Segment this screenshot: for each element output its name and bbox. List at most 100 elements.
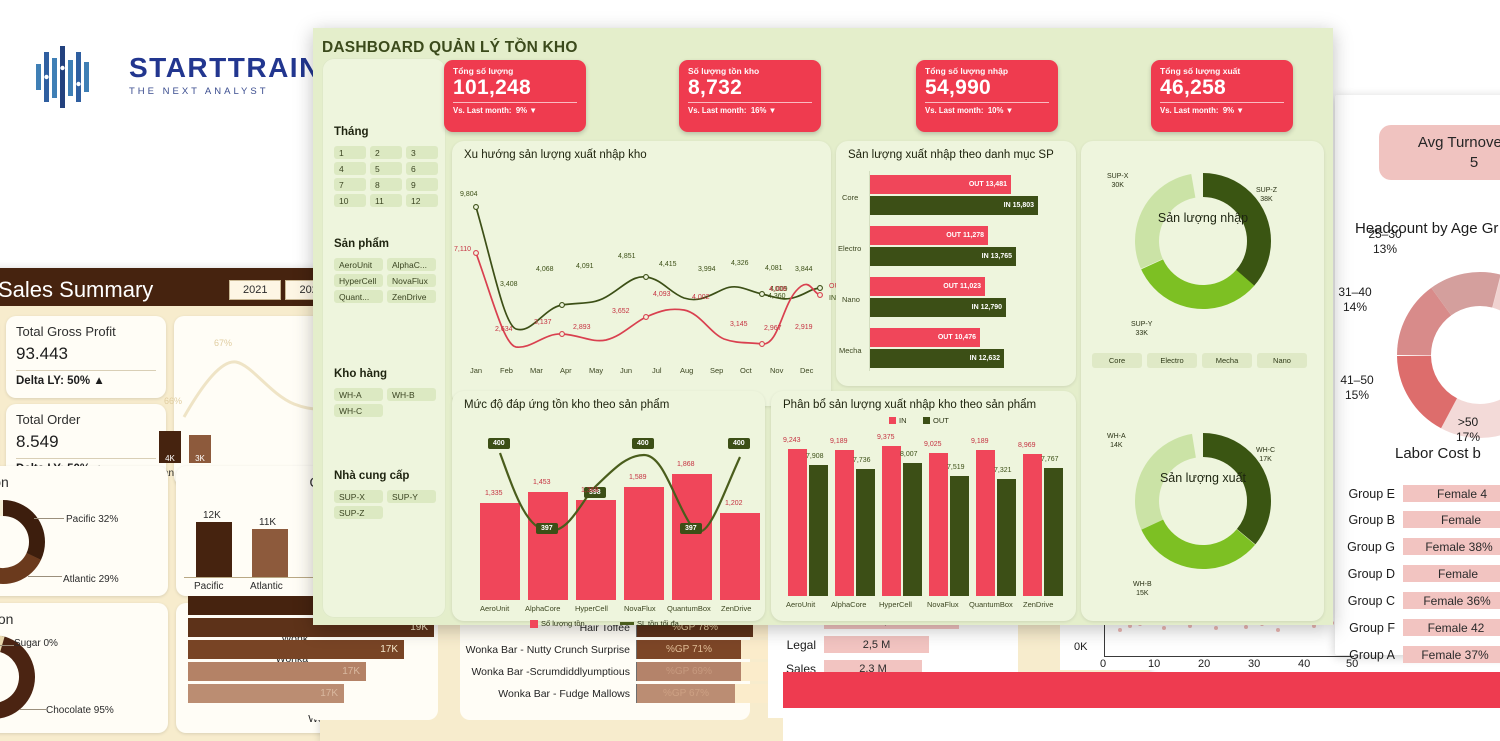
coverage-xtick-hypercell: HyperCell <box>575 604 608 613</box>
distribution-legend-out: OUT <box>923 416 949 425</box>
distribution-bar-card: Phân bổ sản lượng xuất nhập kho theo sản… <box>771 391 1076 621</box>
line-label-hypercell: 398 <box>584 487 606 498</box>
dist-xtick-quantumbox: QuantumBox <box>969 600 1013 609</box>
slicer-chip-supplier-sup-y[interactable]: SUP-Y <box>387 490 436 503</box>
labor-group: Group D <box>1347 566 1395 581</box>
dept-name: Legal <box>786 637 816 652</box>
trend-label-out-aug: 3,145 <box>730 321 748 328</box>
slicer-chip-month-5[interactable]: 5 <box>370 162 402 175</box>
line-label-alphacore: 397 <box>536 523 558 534</box>
chart-title: Mức độ đáp ứng tồn kho theo sản phẩm <box>464 399 670 411</box>
dist-label-in-zendrive: 8,969 <box>1018 442 1036 449</box>
dist-xtick-alphacore: AlphaCore <box>831 600 867 609</box>
slicer-chip-warehouse-wh-a[interactable]: WH-A <box>334 388 383 401</box>
labor-value: Female 42 <box>1403 619 1500 636</box>
slicer-chip-product-hypercell[interactable]: HyperCell <box>334 274 383 287</box>
category-chip-nano[interactable]: Nano <box>1257 353 1307 368</box>
dist-label-in-novaflux: 9,025 <box>924 441 942 448</box>
category-chip-mecha[interactable]: Mecha <box>1202 353 1252 368</box>
gp-row-value: %GP 71% <box>637 640 741 659</box>
bar-zendrive <box>720 513 760 600</box>
bar-in-mecha: IN 12,632 <box>870 349 1004 368</box>
labor-value: Female 4 <box>1403 485 1500 502</box>
category-chip-electro[interactable]: Electro <box>1147 353 1197 368</box>
trend-label-out-oct: 2,919 <box>795 324 813 331</box>
slicer-chip-product-aerounit[interactable]: AeroUnit <box>334 258 383 271</box>
gp-distribution-region-panel: GP Distribution by Region Pacific 32% At… <box>0 466 168 596</box>
slicer-chip-month-3[interactable]: 3 <box>406 146 438 159</box>
donut-label-wh-b: WH-B 15K <box>1133 581 1152 597</box>
logo-tagline: THE NEXT ANALYST <box>129 86 269 97</box>
coverage-legend-max: SL tồn tối đa <box>620 619 679 628</box>
headcount-label-25-30: 25–30 13% <box>1368 227 1402 256</box>
trend-xtick-jan: Jan <box>470 366 483 375</box>
kpi-delta: Vs. Last month: 9% ▼ <box>1160 106 1244 116</box>
scatter-xtick-30: 30 <box>1248 658 1261 670</box>
qty-axis-pacific: Pacific <box>194 581 224 592</box>
bar-alphacore <box>528 492 568 600</box>
slicer-chip-month-12[interactable]: 12 <box>406 194 438 207</box>
scatter-x-axis <box>1104 656 1354 657</box>
donut-label-wh-a: WH-A 14K <box>1107 433 1126 449</box>
table-row: Group F Female 42 <box>1337 619 1500 636</box>
bar-aerounit <box>480 503 520 600</box>
category-chip-core[interactable]: Core <box>1092 353 1142 368</box>
slicer-chip-product-zendrive[interactable]: ZenDrive <box>387 290 436 303</box>
panel-title: GP Distribution by Division <box>0 611 14 627</box>
trend-label-out-apr: 2,893 <box>573 324 591 331</box>
bar-out-quantumbox <box>997 479 1016 596</box>
dist-label-out-novaflux: 7,519 <box>947 464 965 471</box>
trend-label-in-jan: 9,804 <box>460 191 478 198</box>
dist-label-out-quantumbox: 7,321 <box>994 467 1012 474</box>
donut-label-sup-x: SUP-X 30K <box>1107 173 1129 189</box>
slicer-chip-month-10[interactable]: 10 <box>334 194 366 207</box>
slicer-chip-supplier-sup-z[interactable]: SUP-Z <box>334 506 383 519</box>
slicer-heading-kho-hang: Kho hàng <box>334 368 388 380</box>
slicer-chip-month-1[interactable]: 1 <box>334 146 366 159</box>
gp-row-value: %GP 69% <box>637 662 741 681</box>
trend-chart-card: Xu hướng sản lượng xuất nhập kho 9,804 3… <box>452 141 844 406</box>
bar-in-zendrive <box>1023 454 1042 596</box>
bar-label-hypercell: 1,368 <box>581 487 599 494</box>
donut-panel: Sản lượng nhập SUP-Z 38K SUP-X 30K SUP-Y 33… <box>1081 141 1324 621</box>
bar-out-nano: OUT 11,023 <box>870 277 985 296</box>
kpi-total-gross-profit: Total Gross Profit 93.443 Delta LY: 50% … <box>6 316 166 398</box>
gp-row-name: Wonka Bar - Nutty Crunch Surprise <box>465 643 630 656</box>
kpi-label: Số lượng tồn kho <box>688 66 760 76</box>
year-chip-2021[interactable]: 2021 <box>229 280 282 300</box>
logo-wordmark: STARTTRAIN THE NEXT ANALYST <box>129 52 321 97</box>
table-row: Group E Female 4 <box>1337 485 1500 502</box>
slicer-chip-product-quantumbox[interactable]: Quant... <box>334 290 383 303</box>
trend-label-in-mar: 4,068 <box>536 266 554 273</box>
slicer-chip-month-2[interactable]: 2 <box>370 146 402 159</box>
slicer-chip-month-8[interactable]: 8 <box>370 178 402 191</box>
kpi-value: 101,248 <box>453 76 532 99</box>
slicer-chip-month-6[interactable]: 6 <box>406 162 438 175</box>
dist-label-out-aerounit: 7,908 <box>806 453 824 460</box>
slicer-chip-warehouse-wh-c[interactable]: WH-C <box>334 404 383 417</box>
line-label-quantumbox: 397 <box>680 523 702 534</box>
slicer-chip-month-11[interactable]: 11 <box>370 194 402 207</box>
inbound-donut-center-label: Sản lượng nhập <box>1157 211 1249 225</box>
scatter-xtick-40: 40 <box>1298 658 1311 670</box>
trend-label-in-sep: 4,081 <box>765 265 783 272</box>
coverage-xtick-aerounit: AeroUnit <box>480 604 510 613</box>
table-row: Group B Female <box>1337 511 1500 528</box>
slicer-chip-warehouse-wh-b[interactable]: WH-B <box>387 388 436 401</box>
slicer-chip-month-9[interactable]: 9 <box>406 178 438 191</box>
trend-series-label-in: IN <box>829 295 836 302</box>
qty-bar-label-pacific: 12K <box>203 510 221 521</box>
slicer-chip-month-7[interactable]: 7 <box>334 178 366 191</box>
slicer-chip-supplier-sup-x[interactable]: SUP-X <box>334 490 383 503</box>
legend-swatch-stock <box>530 619 538 628</box>
kpi-value: 8.549 <box>16 432 59 451</box>
kpi-value: 46,258 <box>1160 76 1227 99</box>
labor-value: Female 38% <box>1403 538 1500 555</box>
slicer-chip-product-novaflux[interactable]: NovaFlux <box>387 274 436 287</box>
scatter-xtick-50: 50 <box>1346 658 1359 670</box>
bar-in-core: IN 15,803 <box>870 196 1038 215</box>
bar-out-novaflux <box>950 476 969 596</box>
slicer-chip-product-alphacore[interactable]: AlphaC... <box>387 258 436 271</box>
slicer-chip-month-4[interactable]: 4 <box>334 162 366 175</box>
labor-group: Group G <box>1347 539 1395 554</box>
